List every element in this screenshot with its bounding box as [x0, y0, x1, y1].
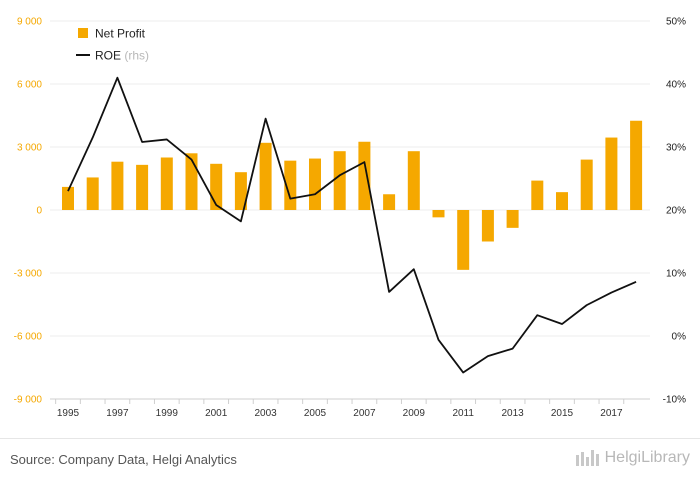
- roe-line: [67, 76, 637, 374]
- left-tick-label: 3 000: [17, 143, 42, 154]
- x-tick-label: 2017: [600, 408, 623, 419]
- source-note: Source: Company Data, Helgi Analytics: [10, 452, 237, 467]
- bar-net-profit: [210, 163, 223, 210]
- bar-net-profit: [556, 192, 568, 210]
- legend-swatch-net-profit: [78, 28, 88, 38]
- bar-net-profit: [309, 158, 321, 210]
- x-tick-label: 2013: [501, 408, 524, 419]
- x-tick-label: 2009: [403, 408, 426, 419]
- legend-label-net-profit: Net Profit: [95, 27, 146, 41]
- bar-net-profit: [111, 161, 124, 210]
- chart: -9 000 -10% -6 000 0% -3 000 10% 0 20% 3 000 30% 6…: [14, 17, 686, 420]
- right-tick-label: -10%: [663, 395, 686, 406]
- x-tick-label: 2003: [254, 408, 277, 419]
- brand-logo[interactable]: HelgiLibrary: [575, 449, 690, 467]
- bar-net-profit: [383, 194, 396, 210]
- bar-net-profit: [531, 180, 544, 210]
- left-tick-label: 6 000: [17, 80, 42, 91]
- x-tick-label: 2001: [205, 408, 228, 419]
- legend: Net Profit ROE (rhs): [76, 27, 149, 63]
- bar-net-profit: [605, 137, 618, 210]
- legend-label-roe-suffix: (rhs): [124, 49, 149, 63]
- right-tick-label: 40%: [666, 80, 686, 91]
- left-tick-label: 0: [36, 206, 42, 217]
- left-tick-label: -9 000: [14, 395, 43, 406]
- bar-net-profit: [481, 210, 494, 242]
- left-tick-label: -3 000: [14, 269, 43, 280]
- x-tick-label: 2011: [452, 408, 474, 419]
- bar-net-profit: [259, 142, 272, 210]
- x-tick-label: 1997: [106, 408, 129, 419]
- x-tick-label: 2015: [551, 408, 574, 419]
- bar-net-profit: [630, 120, 643, 210]
- axes: -9 000 -10% -6 000 0% -3 000 10% 0 20% 3 000 30% 6…: [14, 17, 686, 420]
- right-tick-label: 0%: [672, 332, 687, 343]
- right-tick-label: 20%: [666, 206, 686, 217]
- right-tick-label: 30%: [666, 143, 686, 154]
- bar-net-profit: [86, 177, 99, 210]
- bar-net-profit: [432, 210, 445, 218]
- right-tick-label: 10%: [666, 269, 686, 280]
- bar-net-profit: [62, 186, 74, 210]
- bars: [62, 120, 643, 270]
- x-tick-label: 2007: [353, 408, 376, 419]
- bar-net-profit: [333, 151, 346, 210]
- library-icon: [575, 450, 599, 466]
- right-tick-label: 50%: [666, 17, 686, 28]
- x-tick-label: 1999: [156, 408, 179, 419]
- grid: [50, 20, 650, 400]
- x-tick-label: 2005: [304, 408, 327, 419]
- left-tick-label: -6 000: [14, 332, 43, 343]
- bar-net-profit: [580, 159, 593, 210]
- bar-net-profit: [457, 210, 470, 270]
- bar-net-profit: [506, 210, 519, 228]
- bar-net-profit: [136, 164, 149, 210]
- bar-net-profit: [234, 172, 247, 210]
- footer: Source: Company Data, Helgi Analytics He…: [0, 438, 700, 484]
- legend-label-roe: ROE (rhs): [95, 49, 149, 63]
- brand-name: HelgiLibrary: [604, 449, 690, 466]
- left-tick-label: 9 000: [17, 17, 42, 28]
- bar-net-profit: [407, 151, 420, 210]
- bar-net-profit: [160, 157, 173, 210]
- x-tick-label: 1995: [57, 408, 80, 419]
- bar-net-profit: [185, 153, 198, 210]
- roe-line-group: [67, 76, 637, 374]
- bar-net-profit: [358, 141, 371, 210]
